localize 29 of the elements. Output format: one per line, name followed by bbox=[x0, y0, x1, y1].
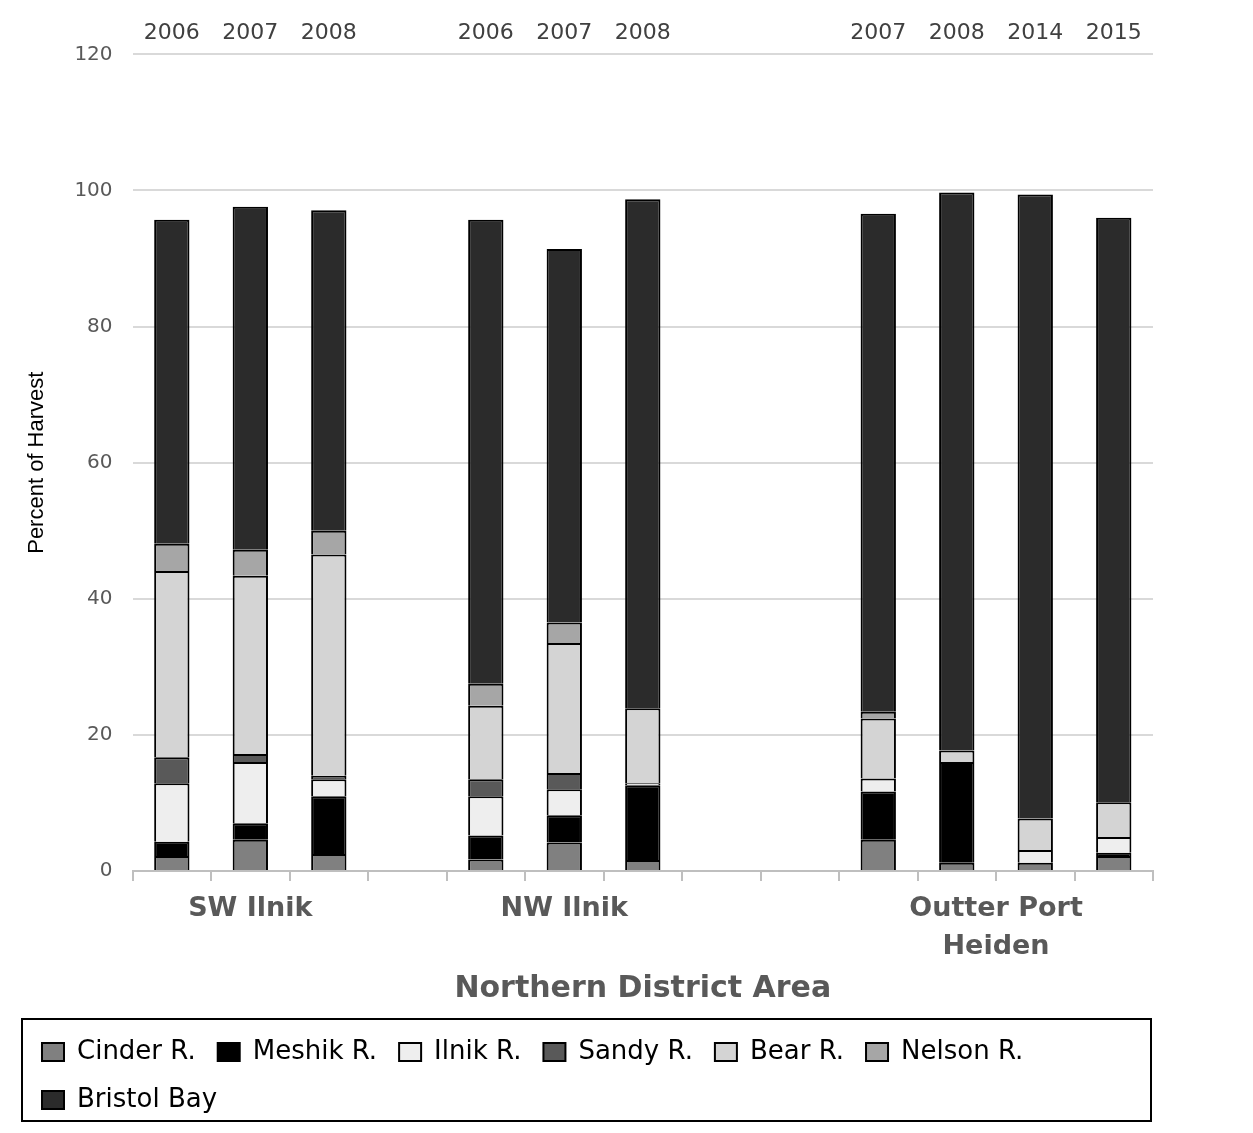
x-tick-label: 2006 bbox=[143, 18, 200, 44]
text: NW Ilnik bbox=[500, 890, 630, 922]
x-tick-label: 2008 bbox=[928, 18, 985, 44]
x-tick-label: 2007 bbox=[850, 18, 907, 44]
x-tick-label: 2015 bbox=[1085, 18, 1142, 44]
y-tick-label: 60 bbox=[87, 448, 113, 473]
y-tick-label: 100 bbox=[74, 176, 113, 201]
x-tick-label: 2014 bbox=[1007, 18, 1064, 44]
legend-label: Sandy R. bbox=[578, 1034, 693, 1065]
legend-label: Cinder R. bbox=[77, 1034, 196, 1065]
x-tick-label: 2008 bbox=[300, 18, 357, 44]
x-tick-label: 2006 bbox=[457, 18, 514, 44]
x-axis-title: Northern District Area bbox=[454, 968, 832, 1004]
y-tick-label: 0 bbox=[99, 857, 113, 882]
y-tick-label: 120 bbox=[74, 40, 113, 65]
legend-label: Ilnik R. bbox=[434, 1034, 522, 1065]
legend-label: Meshik R. bbox=[252, 1034, 378, 1065]
x-tick-label: 2007 bbox=[536, 18, 593, 44]
y-tick-label: 80 bbox=[87, 312, 113, 337]
y-axis-title: Percent of Harvest bbox=[23, 371, 49, 554]
legend-label: Bristol Bay bbox=[77, 1082, 218, 1113]
legend-label: Nelson R. bbox=[901, 1034, 1024, 1065]
y-tick-label: 20 bbox=[87, 721, 113, 746]
x-tick-label: 2008 bbox=[614, 18, 671, 44]
text: SW Ilnik bbox=[188, 890, 314, 922]
y-tick-label: 40 bbox=[87, 585, 113, 609]
legend-label: Bear R. bbox=[749, 1034, 845, 1065]
text: Outter Port Heiden bbox=[909, 890, 1083, 960]
x-tick-label: 2007 bbox=[222, 18, 279, 44]
